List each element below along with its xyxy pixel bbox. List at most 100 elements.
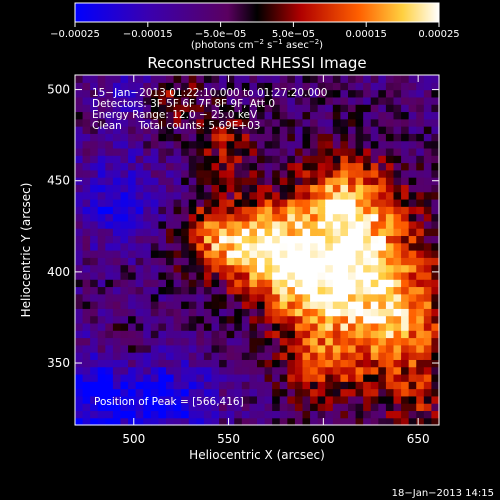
heatmap-cell xyxy=(181,410,190,419)
heatmap-cell xyxy=(378,359,387,368)
heatmap-cell xyxy=(325,191,334,200)
heatmap-cell xyxy=(105,388,114,397)
heatmap-cell xyxy=(105,126,114,134)
heatmap-cell xyxy=(173,352,182,360)
heatmap-cell xyxy=(279,337,288,346)
heatmap-cell xyxy=(340,228,349,237)
heatmap-cell xyxy=(135,162,144,171)
heatmap-cell xyxy=(97,235,106,244)
heatmap-cell xyxy=(378,301,387,309)
heatmap-cell xyxy=(385,228,395,237)
heatmap-cell xyxy=(401,147,410,156)
heatmap-cell xyxy=(120,191,129,200)
heatmap-cell xyxy=(317,177,326,185)
heatmap-cell xyxy=(317,126,326,134)
heatmap-cell xyxy=(158,344,167,353)
heatmap-cell xyxy=(393,322,402,331)
heatmap-cell xyxy=(302,250,311,258)
heatmap-cell xyxy=(219,271,228,280)
heatmap-cell xyxy=(378,344,387,353)
heatmap-cell xyxy=(166,271,175,280)
heatmap-cell xyxy=(234,373,243,382)
heatmap-cell xyxy=(378,330,387,339)
heatmap-cell xyxy=(166,96,175,105)
heatmap-cell xyxy=(416,366,425,375)
heatmap-cell xyxy=(82,140,91,149)
heatmap-cell xyxy=(219,330,228,339)
heatmap-cell xyxy=(317,388,326,397)
heatmap-cell xyxy=(97,359,106,368)
heatmap-cell xyxy=(90,373,99,382)
heatmap-cell xyxy=(294,352,304,360)
heatmap-cell xyxy=(234,381,243,390)
heatmap-cell xyxy=(128,206,137,215)
heatmap-cell xyxy=(150,191,160,200)
heatmap-cell xyxy=(166,228,175,237)
heatmap-cell xyxy=(241,337,251,346)
heatmap-cell xyxy=(385,322,395,331)
heatmap-cell xyxy=(431,198,440,207)
heatmap-cell xyxy=(181,403,190,412)
heatmap-cell xyxy=(143,140,152,149)
heatmap-cell xyxy=(188,271,197,280)
heatmap-cell xyxy=(90,191,99,200)
heatmap-cell xyxy=(340,104,349,113)
heatmap-cell xyxy=(423,410,433,419)
heatmap-cell xyxy=(188,133,197,142)
heatmap-cell xyxy=(378,89,387,98)
heatmap-cell xyxy=(431,89,440,98)
heatmap-cell xyxy=(408,155,417,164)
heatmap-cell xyxy=(325,242,334,251)
heatmap-cell xyxy=(105,235,114,244)
heatmap-cell xyxy=(302,395,311,404)
heatmap-cell xyxy=(158,279,167,288)
heatmap-cell xyxy=(234,228,243,237)
heatmap-cell xyxy=(416,162,425,171)
colorbar-tick-label: 5.0e−05 xyxy=(272,29,315,40)
heatmap-cell xyxy=(173,177,182,185)
heatmap-cell xyxy=(355,147,364,156)
heatmap-cell xyxy=(105,133,114,142)
heatmap-cell xyxy=(348,82,357,91)
heatmap-cell xyxy=(112,155,122,164)
heatmap-cell xyxy=(241,191,251,200)
heatmap-cell xyxy=(143,293,152,302)
heatmap-cell xyxy=(219,308,228,317)
heatmap-cell xyxy=(355,89,364,98)
heatmap-cell xyxy=(75,373,84,382)
heatmap-cell xyxy=(257,220,266,229)
heatmap-cell xyxy=(310,286,319,295)
heatmap-cell xyxy=(219,96,228,105)
heatmap-cell xyxy=(310,279,319,288)
heatmap-cell xyxy=(82,315,91,324)
heatmap-cell xyxy=(135,322,144,331)
heatmap-cell xyxy=(226,228,235,237)
heatmap-cell xyxy=(385,242,395,251)
heatmap-cell xyxy=(234,271,243,280)
heatmap-cell xyxy=(105,140,114,149)
heatmap-cell xyxy=(317,403,326,412)
heatmap-cell xyxy=(112,75,122,83)
heatmap-cell xyxy=(332,118,342,127)
heatmap-cell xyxy=(325,104,334,113)
heatmap-cell xyxy=(317,213,326,222)
heatmap-cell xyxy=(279,75,288,83)
heatmap-cell xyxy=(310,395,319,404)
heatmap-cell xyxy=(423,82,433,91)
heatmap-cell xyxy=(241,315,251,324)
heatmap-cell xyxy=(166,264,175,273)
heatmap-cell xyxy=(340,213,349,222)
heatmap-cell xyxy=(75,220,84,229)
heatmap-cell xyxy=(112,315,122,324)
heatmap-cell xyxy=(120,264,129,273)
heatmap-cell xyxy=(257,410,266,419)
heatmap-cell xyxy=(75,344,84,353)
heatmap-cell xyxy=(325,293,334,302)
heatmap-cell xyxy=(423,147,433,156)
heatmap-cell xyxy=(310,198,319,207)
heatmap-cell xyxy=(385,198,395,207)
heatmap-cell xyxy=(249,235,258,244)
heatmap-cell xyxy=(431,228,440,237)
heatmap-cell xyxy=(196,75,205,83)
